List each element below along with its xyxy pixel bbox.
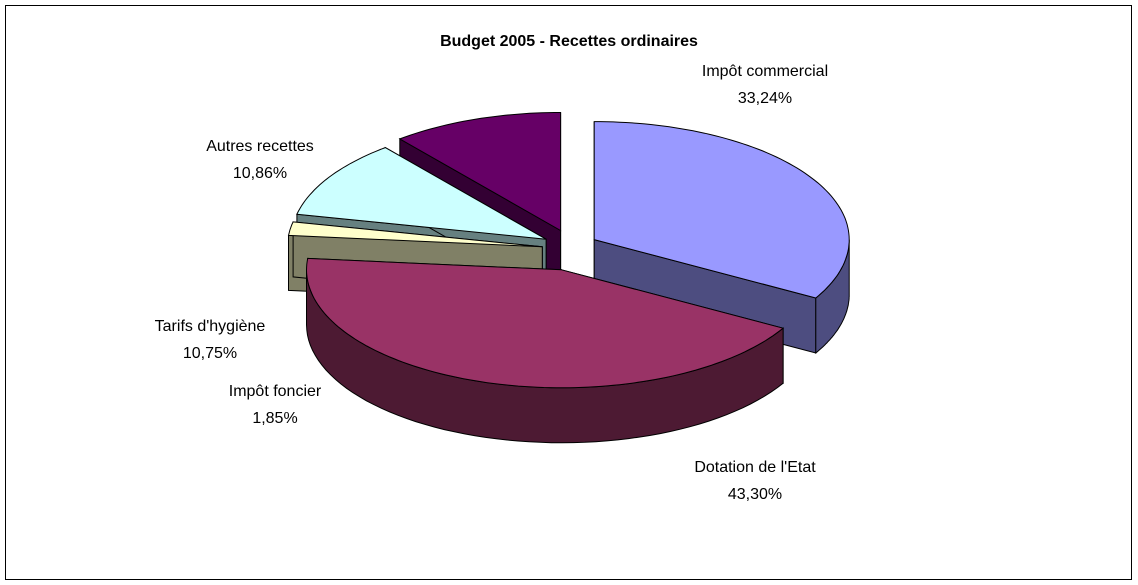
chart-title: Budget 2005 - Recettes ordinaires	[440, 33, 698, 50]
slice-label: Tarifs d'hygiène	[155, 318, 266, 335]
slice-value-label: 10,75%	[183, 345, 237, 362]
slice-top	[593, 121, 850, 299]
slice-label: Dotation de l'Etat	[694, 459, 816, 476]
slice-value-label: 33,24%	[738, 90, 792, 107]
slice-top	[398, 112, 562, 232]
slice-top	[296, 147, 547, 240]
slice-top	[287, 221, 543, 248]
slice-value-label: 1,85%	[252, 410, 297, 427]
slice-top	[305, 257, 785, 389]
slice-value-label: 43,30%	[728, 486, 782, 503]
slice-value-label: 10,86%	[233, 165, 287, 182]
slice-label: Autres recettes	[206, 138, 314, 155]
slice-label: Impôt commercial	[702, 63, 828, 80]
slice-label: Impôt foncier	[229, 383, 322, 400]
slice	[305, 257, 785, 444]
